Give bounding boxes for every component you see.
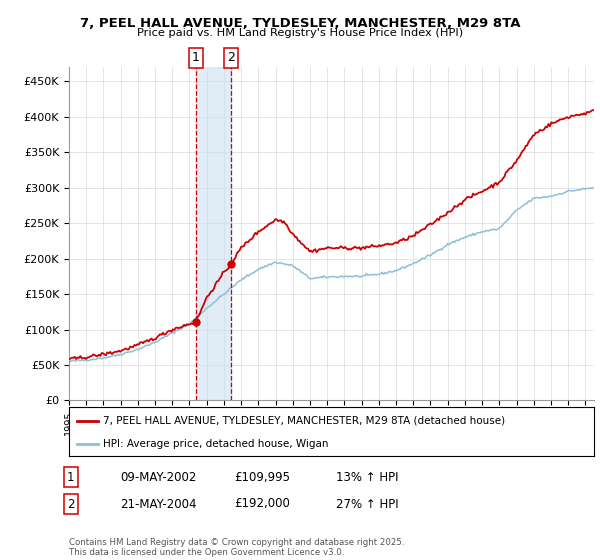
- Text: HPI: Average price, detached house, Wigan: HPI: Average price, detached house, Wiga…: [103, 439, 329, 449]
- Text: Contains HM Land Registry data © Crown copyright and database right 2025.
This d: Contains HM Land Registry data © Crown c…: [69, 538, 404, 557]
- Text: 27% ↑ HPI: 27% ↑ HPI: [336, 497, 398, 511]
- Text: 1: 1: [67, 470, 74, 484]
- Bar: [196, 67, 230, 400]
- Text: 2: 2: [227, 52, 235, 64]
- Text: 09-MAY-2002: 09-MAY-2002: [120, 470, 196, 484]
- Text: 1: 1: [192, 52, 200, 64]
- Text: 7, PEEL HALL AVENUE, TYLDESLEY, MANCHESTER, M29 8TA (detached house): 7, PEEL HALL AVENUE, TYLDESLEY, MANCHEST…: [103, 416, 505, 426]
- Text: 2: 2: [67, 497, 74, 511]
- Text: £192,000: £192,000: [234, 497, 290, 511]
- Text: Price paid vs. HM Land Registry's House Price Index (HPI): Price paid vs. HM Land Registry's House …: [137, 28, 463, 38]
- Text: £109,995: £109,995: [234, 470, 290, 484]
- Text: 7, PEEL HALL AVENUE, TYLDESLEY, MANCHESTER, M29 8TA: 7, PEEL HALL AVENUE, TYLDESLEY, MANCHEST…: [80, 17, 520, 30]
- Text: 13% ↑ HPI: 13% ↑ HPI: [336, 470, 398, 484]
- Text: 21-MAY-2004: 21-MAY-2004: [120, 497, 197, 511]
